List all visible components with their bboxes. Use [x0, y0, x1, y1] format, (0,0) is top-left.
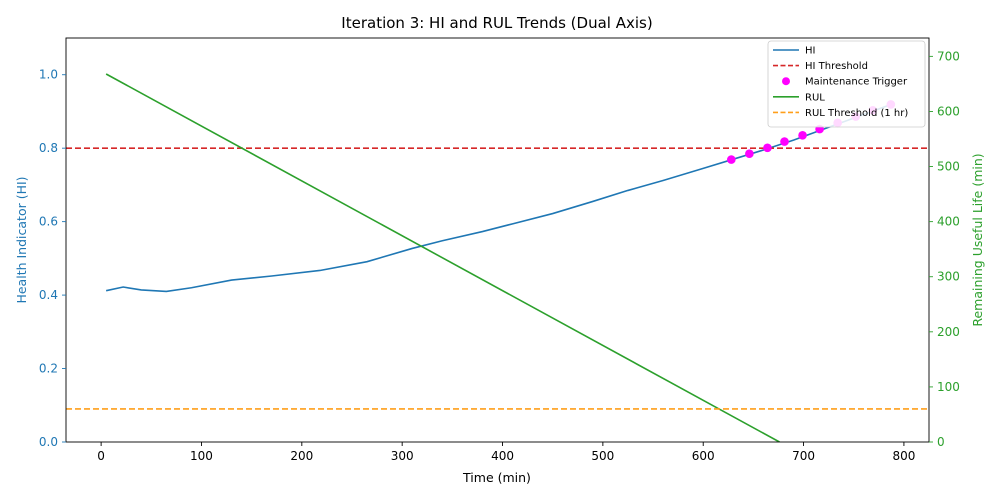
legend-entry: RUL — [773, 92, 825, 103]
maintenance-trigger-point — [745, 149, 754, 158]
y-right-tick-label: 300 — [937, 270, 960, 284]
maintenance-trigger-point — [727, 155, 736, 164]
legend-label: RUL — [805, 92, 825, 103]
hi-series-line — [105, 104, 890, 293]
x-tick-label: 300 — [391, 449, 414, 463]
x-tick-label: 800 — [892, 449, 915, 463]
maintenance-trigger-point — [763, 143, 772, 153]
y-left-tick-label: 1.0 — [39, 68, 58, 82]
legend-marker-icon — [782, 77, 790, 86]
y-right-tick-label: 400 — [937, 215, 960, 229]
x-tick-label: 100 — [190, 449, 213, 463]
legend: HI HI Threshold Maintenance Trigger RUL RUL … — [767, 40, 926, 128]
legend-label: RUL Threshold (1 hr) — [805, 108, 908, 119]
legend-label: Maintenance Trigger — [805, 77, 908, 88]
y-left-tick-label: 0.2 — [39, 362, 58, 376]
y-right-tick-label: 600 — [937, 104, 960, 118]
legend-entry: HI — [773, 46, 815, 57]
x-tick-label: 200 — [290, 449, 313, 463]
legend-label: HI Threshold — [805, 61, 868, 72]
legend-box — [767, 40, 926, 128]
y-right-tick-label: 100 — [937, 380, 960, 394]
maintenance-trigger-point — [798, 131, 807, 140]
y-left-tick-label: 0.0 — [39, 435, 58, 449]
x-axis-label: Time (min) — [462, 470, 531, 485]
y-left-tick-label: 0.8 — [39, 141, 58, 155]
legend-entry: Maintenance Trigger — [782, 77, 908, 88]
y-left-tick-label: 0.6 — [39, 215, 58, 229]
y-right-axis-label: Remaining Useful Life (min) — [970, 153, 985, 326]
x-tick-label: 0 — [97, 449, 105, 463]
x-tick-label: 500 — [591, 449, 614, 463]
legend-entry: HI Threshold — [773, 61, 868, 72]
y-right-tick-label: 0 — [937, 435, 945, 449]
axes: 0 100 200 300 400 500 600 700 800 0.0 0.2 0.4 0.6 0.8… — [39, 37, 960, 463]
rul-series-line — [105, 73, 780, 442]
plot-frame — [65, 37, 930, 443]
plot-area — [66, 73, 929, 442]
maintenance-trigger-point — [780, 137, 789, 146]
x-tick-label: 600 — [692, 449, 715, 463]
y-left-tick-label: 0.4 — [39, 288, 58, 302]
legend-entry: RUL Threshold (1 hr) — [773, 108, 908, 119]
y-right-tick-label: 700 — [937, 49, 960, 63]
y-right-tick-label: 200 — [937, 325, 960, 339]
x-tick-label: 700 — [792, 449, 815, 463]
x-tick-label: 400 — [491, 449, 514, 463]
chart-title: Iteration 3: HI and RUL Trends (Dual Axi… — [341, 14, 652, 32]
legend-label: HI — [805, 46, 815, 57]
y-right-tick-label: 500 — [937, 160, 960, 174]
y-left-axis-label: Health Indicator (HI) — [14, 176, 29, 303]
